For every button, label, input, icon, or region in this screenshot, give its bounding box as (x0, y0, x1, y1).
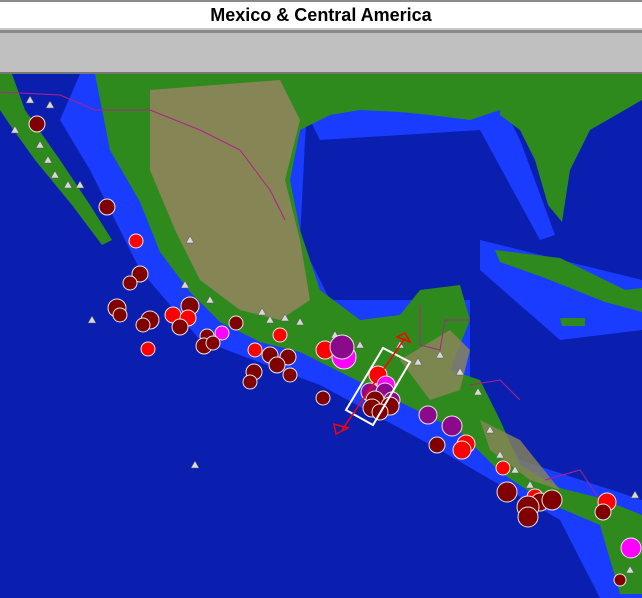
earthquake-marker[interactable] (452, 440, 472, 460)
earthquake-marker[interactable] (228, 315, 244, 331)
volcano-icon (625, 565, 635, 574)
map-canvas[interactable] (0, 74, 642, 598)
land-highlands (480, 420, 560, 490)
earthquake-markers[interactable] (28, 115, 642, 587)
earthquake-marker[interactable] (247, 342, 263, 358)
earthquake-marker[interactable] (418, 405, 438, 425)
selection-box[interactable] (344, 346, 412, 427)
earthquake-marker[interactable] (496, 481, 518, 503)
earthquake-marker[interactable] (135, 317, 151, 333)
earthquake-marker[interactable] (541, 489, 563, 511)
volcano-icon (295, 317, 305, 326)
border-line (0, 91, 286, 221)
earthquake-marker[interactable] (122, 275, 138, 291)
earthquake-marker[interactable] (140, 341, 156, 357)
volcano-icon (630, 490, 640, 499)
volcano-icon (495, 450, 505, 459)
arrow-tail-icon (333, 422, 351, 436)
earthquake-marker[interactable] (517, 506, 539, 528)
volcano-icon (510, 465, 520, 474)
divider (0, 30, 642, 33)
land-usa (300, 74, 500, 130)
volcano-icon (413, 357, 423, 366)
land-hispaniola (625, 288, 642, 310)
volcano-icon (455, 367, 465, 376)
land-florida (500, 74, 642, 222)
shallow-water (300, 100, 555, 240)
earthquake-marker[interactable] (171, 318, 189, 336)
volcano-icon (257, 307, 267, 316)
volcano-icon (25, 95, 35, 104)
land-cuba (495, 250, 642, 312)
earthquake-marker[interactable] (98, 198, 116, 216)
earthquake-marker[interactable] (495, 460, 511, 476)
earthquake-marker[interactable] (428, 436, 446, 454)
land-jamaica (560, 318, 585, 326)
volcano-icon (87, 315, 97, 324)
earthquake-marker[interactable] (242, 374, 258, 390)
earthquake-marker[interactable] (131, 265, 149, 283)
earthquake-marker[interactable] (282, 367, 298, 383)
map-view[interactable] (0, 72, 642, 598)
arrow-line (341, 337, 406, 431)
volcano-icon (180, 280, 190, 289)
earthquake-marker[interactable] (594, 503, 612, 521)
earthquake-marker[interactable] (441, 415, 463, 437)
volcano-icon (280, 313, 290, 322)
earthquake-marker[interactable] (268, 356, 286, 374)
volcano-icon (75, 180, 85, 189)
political-borders (0, 91, 601, 501)
toolbar (0, 33, 642, 72)
volcano-icon (185, 235, 195, 244)
volcano-icon (63, 180, 73, 189)
volcano-icon (355, 340, 365, 349)
map-title: Mexico & Central America (210, 5, 432, 25)
volcano-icon (525, 480, 535, 489)
earthquake-marker[interactable] (214, 325, 230, 341)
volcano-icon (435, 350, 445, 359)
earthquake-marker[interactable] (272, 327, 288, 343)
arrow-head-icon (395, 332, 412, 344)
earthquake-marker[interactable] (112, 307, 128, 323)
volcano-icon (473, 387, 483, 396)
volcano-icon (45, 100, 55, 109)
volcano-icon (50, 170, 60, 179)
land-baja (0, 74, 112, 245)
title-bar: Mexico & Central America (0, 0, 642, 30)
earthquake-marker[interactable] (205, 335, 221, 351)
volcano-markers (10, 95, 640, 574)
earthquake-marker[interactable] (315, 390, 331, 406)
volcano-icon (43, 155, 53, 164)
volcano-icon (10, 125, 20, 134)
earthquake-marker[interactable] (620, 537, 642, 559)
border-line (419, 305, 470, 351)
border-line (469, 379, 521, 401)
volcano-icon (205, 295, 215, 304)
volcano-icon (265, 315, 275, 324)
volcano-icon (190, 460, 200, 469)
earthquake-marker[interactable] (128, 233, 144, 249)
border-line (544, 469, 601, 501)
cross-section-arrow[interactable] (333, 332, 412, 436)
earthquake-marker[interactable] (28, 115, 46, 133)
volcano-icon (35, 140, 45, 149)
earthquake-marker[interactable] (329, 334, 355, 360)
land-highlands (150, 80, 310, 320)
volcano-icon (485, 425, 495, 434)
land-highlands (400, 330, 470, 400)
earthquake-marker[interactable] (613, 573, 627, 587)
